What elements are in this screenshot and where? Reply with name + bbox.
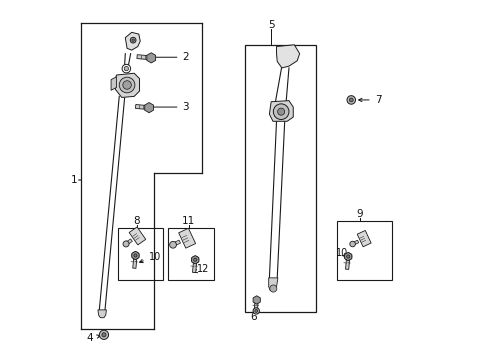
Circle shape <box>99 330 108 339</box>
Text: 4: 4 <box>86 333 100 343</box>
Circle shape <box>269 285 276 292</box>
Circle shape <box>254 310 257 312</box>
Polygon shape <box>269 101 293 121</box>
Polygon shape <box>146 53 155 63</box>
Polygon shape <box>126 239 132 244</box>
Polygon shape <box>344 252 351 261</box>
Bar <box>336 221 391 280</box>
Text: 12: 12 <box>194 264 209 274</box>
Circle shape <box>273 104 288 120</box>
Text: 10: 10 <box>336 248 348 258</box>
Circle shape <box>191 256 199 263</box>
Polygon shape <box>356 230 370 247</box>
Text: 7: 7 <box>358 95 381 105</box>
Circle shape <box>134 254 137 257</box>
Polygon shape <box>129 227 145 245</box>
Text: 6: 6 <box>249 307 257 322</box>
Polygon shape <box>115 73 139 98</box>
Text: 11: 11 <box>182 216 195 226</box>
Bar <box>118 228 163 280</box>
Circle shape <box>277 108 284 115</box>
Circle shape <box>102 333 106 337</box>
Polygon shape <box>111 77 116 90</box>
Circle shape <box>346 255 349 258</box>
Circle shape <box>169 242 176 248</box>
Circle shape <box>130 37 136 43</box>
Polygon shape <box>268 278 277 290</box>
Polygon shape <box>132 251 139 260</box>
Text: 8: 8 <box>133 216 140 226</box>
Circle shape <box>349 241 355 247</box>
Circle shape <box>124 67 128 71</box>
Polygon shape <box>276 45 299 68</box>
Bar <box>168 228 214 280</box>
Polygon shape <box>132 255 137 268</box>
Circle shape <box>123 241 129 247</box>
Polygon shape <box>174 240 180 246</box>
Polygon shape <box>135 104 149 109</box>
Polygon shape <box>352 240 358 245</box>
Circle shape <box>119 77 135 93</box>
Text: 2: 2 <box>147 52 189 62</box>
Polygon shape <box>125 32 140 50</box>
Polygon shape <box>191 256 199 264</box>
Circle shape <box>122 64 130 73</box>
Text: 9: 9 <box>356 209 363 219</box>
Text: 10: 10 <box>139 252 161 263</box>
Bar <box>244 45 315 312</box>
Circle shape <box>122 81 131 89</box>
Circle shape <box>252 308 259 314</box>
Circle shape <box>132 39 134 41</box>
Polygon shape <box>254 300 258 311</box>
Polygon shape <box>178 228 195 248</box>
Circle shape <box>132 252 139 259</box>
Polygon shape <box>137 55 151 60</box>
Polygon shape <box>345 256 349 269</box>
Polygon shape <box>144 103 153 113</box>
Polygon shape <box>253 296 260 304</box>
Circle shape <box>344 253 351 260</box>
Polygon shape <box>192 260 197 273</box>
Polygon shape <box>98 310 106 318</box>
Circle shape <box>193 258 197 261</box>
Text: 5: 5 <box>267 20 274 30</box>
Circle shape <box>348 98 352 102</box>
Circle shape <box>346 96 355 104</box>
Text: 3: 3 <box>147 102 189 112</box>
Text: 1: 1 <box>71 175 78 185</box>
